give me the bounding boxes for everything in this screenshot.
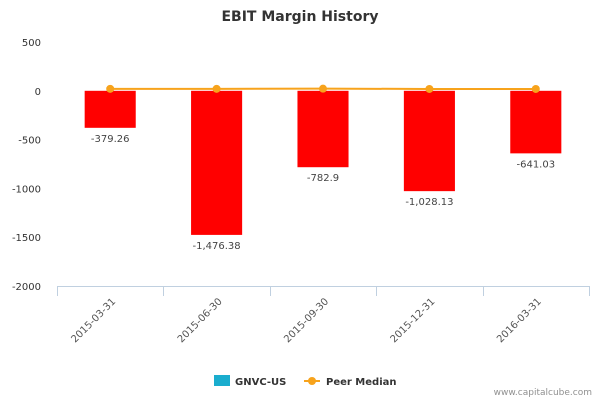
chart-title: EBIT Margin History: [221, 9, 378, 25]
bar[interactable]: [403, 90, 455, 192]
bar[interactable]: [191, 90, 243, 235]
bar-data-label: -782.9: [307, 173, 339, 184]
bar[interactable]: [297, 90, 349, 168]
x-tick-label: 2016-03-31: [495, 296, 544, 345]
credit-text[interactable]: www.capitalcube.com: [494, 388, 592, 398]
legend-label-gnvc[interactable]: GNVC-US: [235, 377, 286, 388]
bar-data-labels: -379.26 -1,476.38 -782.9 -1,028.13 -641.03: [91, 134, 555, 252]
y-tick-label: 0: [35, 87, 41, 98]
y-tick-label: -500: [18, 136, 41, 147]
x-axis: 2015-03-31 2015-06-30 2015-09-30 2015-12-31…: [57, 286, 590, 345]
y-tick-label: 500: [22, 38, 41, 49]
peer-median-point[interactable]: [319, 84, 327, 93]
y-axis: 500 0 -500 -1000 -1500 -2000: [12, 38, 41, 293]
x-tick-label: 2015-12-31: [389, 296, 438, 345]
legend-label-peer-median[interactable]: Peer Median: [326, 377, 397, 388]
peer-median-point[interactable]: [531, 84, 540, 93]
peer-median-point[interactable]: [212, 84, 221, 93]
bar-data-label: -641.03: [516, 159, 555, 170]
bar[interactable]: [84, 90, 136, 128]
bar-data-label: -1,028.13: [405, 197, 453, 208]
x-tick-label: 2015-09-30: [282, 296, 331, 345]
y-tick-label: -1000: [12, 184, 41, 195]
peer-median-point[interactable]: [106, 84, 115, 93]
peer-median-series: [106, 84, 540, 93]
bar-data-label: -379.26: [91, 134, 130, 145]
legend-swatch-gnvc: [214, 375, 230, 386]
bar-data-label: -1,476.38: [193, 241, 241, 252]
bar[interactable]: [510, 90, 562, 154]
y-tick-label: -2000: [12, 282, 41, 293]
x-tick-label: 2015-03-31: [69, 296, 118, 345]
y-tick-label: -1500: [12, 233, 41, 244]
peer-median-point[interactable]: [425, 84, 434, 93]
bar-series: [84, 90, 562, 235]
legend[interactable]: GNVC-US Peer Median: [214, 375, 397, 388]
legend-swatch-peer-marker: [308, 377, 316, 385]
x-tick-label: 2015-06-30: [176, 296, 225, 345]
